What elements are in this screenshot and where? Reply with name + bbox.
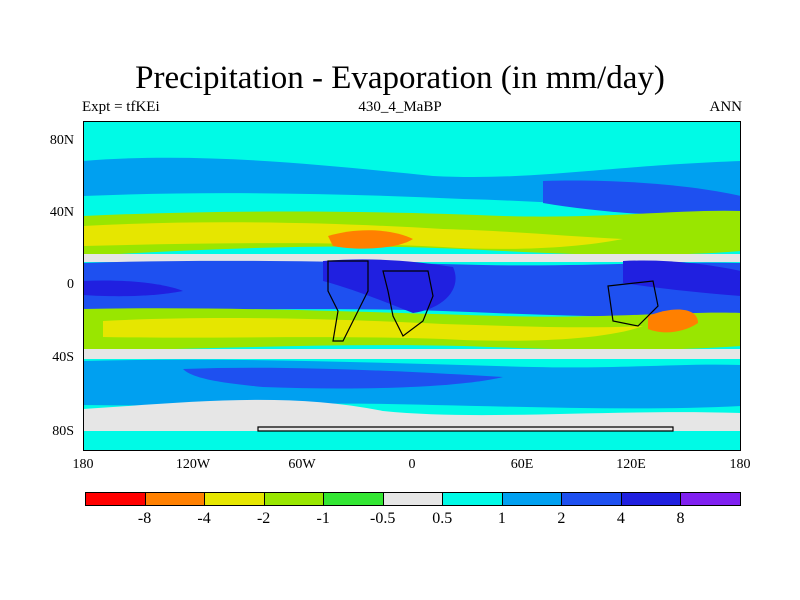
colorbar-label: -8 [137, 510, 152, 527]
colorbar-label: -4 [197, 510, 211, 527]
coastline-antarctica [257, 426, 674, 432]
colorbar-swatch [144, 492, 206, 506]
coastline-australia [607, 280, 659, 327]
lat-tick-80s: 80S [52, 424, 74, 439]
lon-tick-60e: 60E [510, 457, 534, 472]
coastline-africa [382, 270, 434, 337]
colorbar-label: -2 [256, 510, 271, 527]
colorbar-swatch [501, 492, 563, 506]
band-south-dry-orange [648, 309, 698, 333]
colorbar-swatch [382, 492, 444, 506]
colorbar-swatch [620, 492, 682, 506]
precipitation-map [83, 121, 741, 451]
colorbar-swatch [680, 492, 741, 506]
lat-tick-40n: 40N [49, 205, 74, 220]
map-title: Precipitation - Evaporation (in mm/day) [135, 60, 665, 96]
lon-tick-120w: 120W [175, 457, 211, 472]
coastlines [257, 260, 674, 432]
colorbar-swatch [442, 492, 503, 506]
colorbar-swatch [85, 492, 146, 506]
band-equatorial-neutral [83, 254, 741, 262]
band-antarctic-coast [83, 399, 741, 431]
lon-tick-60w: 60W [288, 457, 316, 472]
season-label: ANN [709, 99, 743, 115]
lat-tick-40s: 40S [52, 350, 74, 365]
band-itcz-east [83, 280, 183, 297]
colorbar-label: 8 [676, 510, 685, 527]
band-itcz-west-pacific [623, 260, 741, 296]
colorbar-swatch [561, 492, 622, 506]
colorbar-swatch [204, 492, 265, 506]
band-south-subtropics-yellow [103, 317, 643, 341]
colorbar-label: 4 [616, 510, 625, 527]
lon-tick-180e: 180 [729, 457, 751, 472]
lat-tick-80n: 80N [49, 133, 74, 148]
colorbar-label: -1 [316, 510, 330, 527]
colorbar-swatch [263, 492, 325, 506]
experiment-label: Expt = tfKEi [82, 99, 160, 115]
band-south-neutral [83, 349, 741, 359]
colorbar-swatch [323, 492, 384, 506]
colorbar-label: -0.5 [370, 510, 396, 527]
experiment-id: 430_4_MaBP [358, 99, 442, 115]
lat-tick-0: 0 [67, 277, 74, 292]
coastline-south-america [327, 260, 369, 342]
band-south-storm-core [183, 367, 503, 389]
band-antarctic-interior [83, 431, 741, 451]
colorbar [85, 492, 741, 506]
lon-tick-0: 0 [408, 457, 416, 472]
lon-tick-120e: 120E [616, 457, 646, 472]
lon-tick-180w: 180 [72, 457, 94, 472]
map-frame [83, 121, 741, 451]
band-itcz-core [323, 259, 456, 313]
colorbar-label: 1 [497, 510, 506, 527]
band-north-dry-orange [328, 230, 413, 249]
band-polar-north [83, 121, 741, 135]
band-north-storm-core [543, 180, 741, 216]
colorbar-label: 2 [557, 510, 566, 527]
colorbar-label: 0.5 [432, 510, 453, 527]
